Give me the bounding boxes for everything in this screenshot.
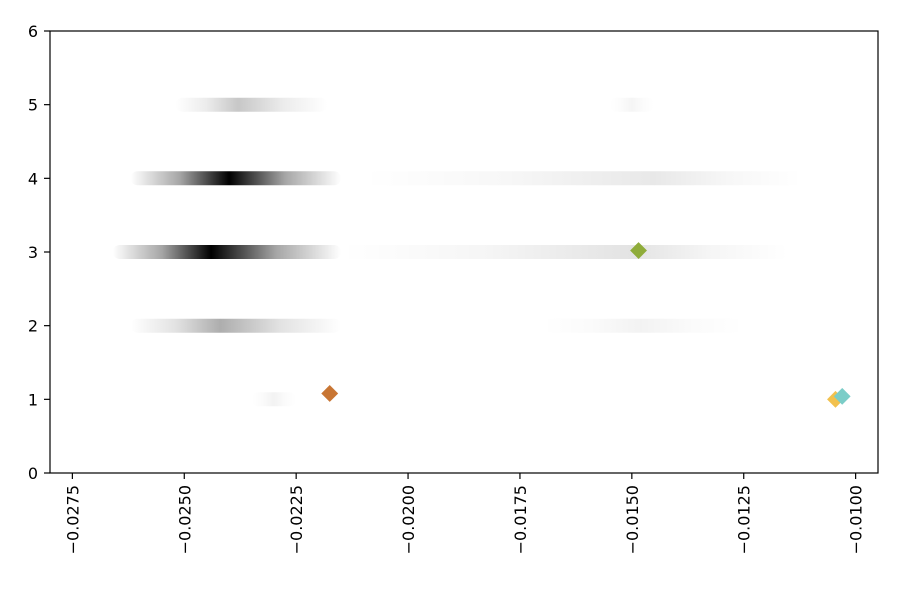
x-tick-label: −0.0250 <box>175 485 194 554</box>
density-band <box>542 318 744 333</box>
density-band <box>251 392 297 407</box>
y-tick-label: 3 <box>28 243 38 262</box>
x-tick-label: −0.0275 <box>63 485 82 554</box>
density-bands <box>112 97 802 407</box>
density-band <box>112 245 341 259</box>
x-tick-label: −0.0225 <box>287 485 306 554</box>
density-band <box>175 97 328 112</box>
x-tick-label: −0.0100 <box>847 485 866 554</box>
y-tick-label: 6 <box>28 22 38 41</box>
y-tick-label: 1 <box>28 390 38 409</box>
x-tick-label: −0.0125 <box>735 485 754 554</box>
data-point-marker <box>833 387 851 405</box>
y-tick-label: 4 <box>28 169 38 188</box>
density-band <box>609 97 655 112</box>
x-tick-label: −0.0200 <box>399 485 418 554</box>
density-band <box>340 245 789 259</box>
density-band <box>130 318 341 333</box>
y-tick-label: 0 <box>28 464 38 483</box>
x-axis: −0.0275 −0.0250 −0.0225 −0.0200 −0.0175 −0.01… <box>63 473 866 554</box>
y-tick-label: 5 <box>28 96 38 115</box>
markers <box>321 242 851 408</box>
density-band <box>130 171 341 186</box>
x-tick-label: −0.0150 <box>623 485 642 554</box>
density-band <box>363 171 802 186</box>
x-tick-label: −0.0175 <box>511 485 530 554</box>
data-point-marker <box>630 242 647 259</box>
y-tick-label: 2 <box>28 317 38 336</box>
y-axis: 0 1 2 3 4 5 6 <box>28 22 50 483</box>
data-point-marker <box>321 385 339 402</box>
